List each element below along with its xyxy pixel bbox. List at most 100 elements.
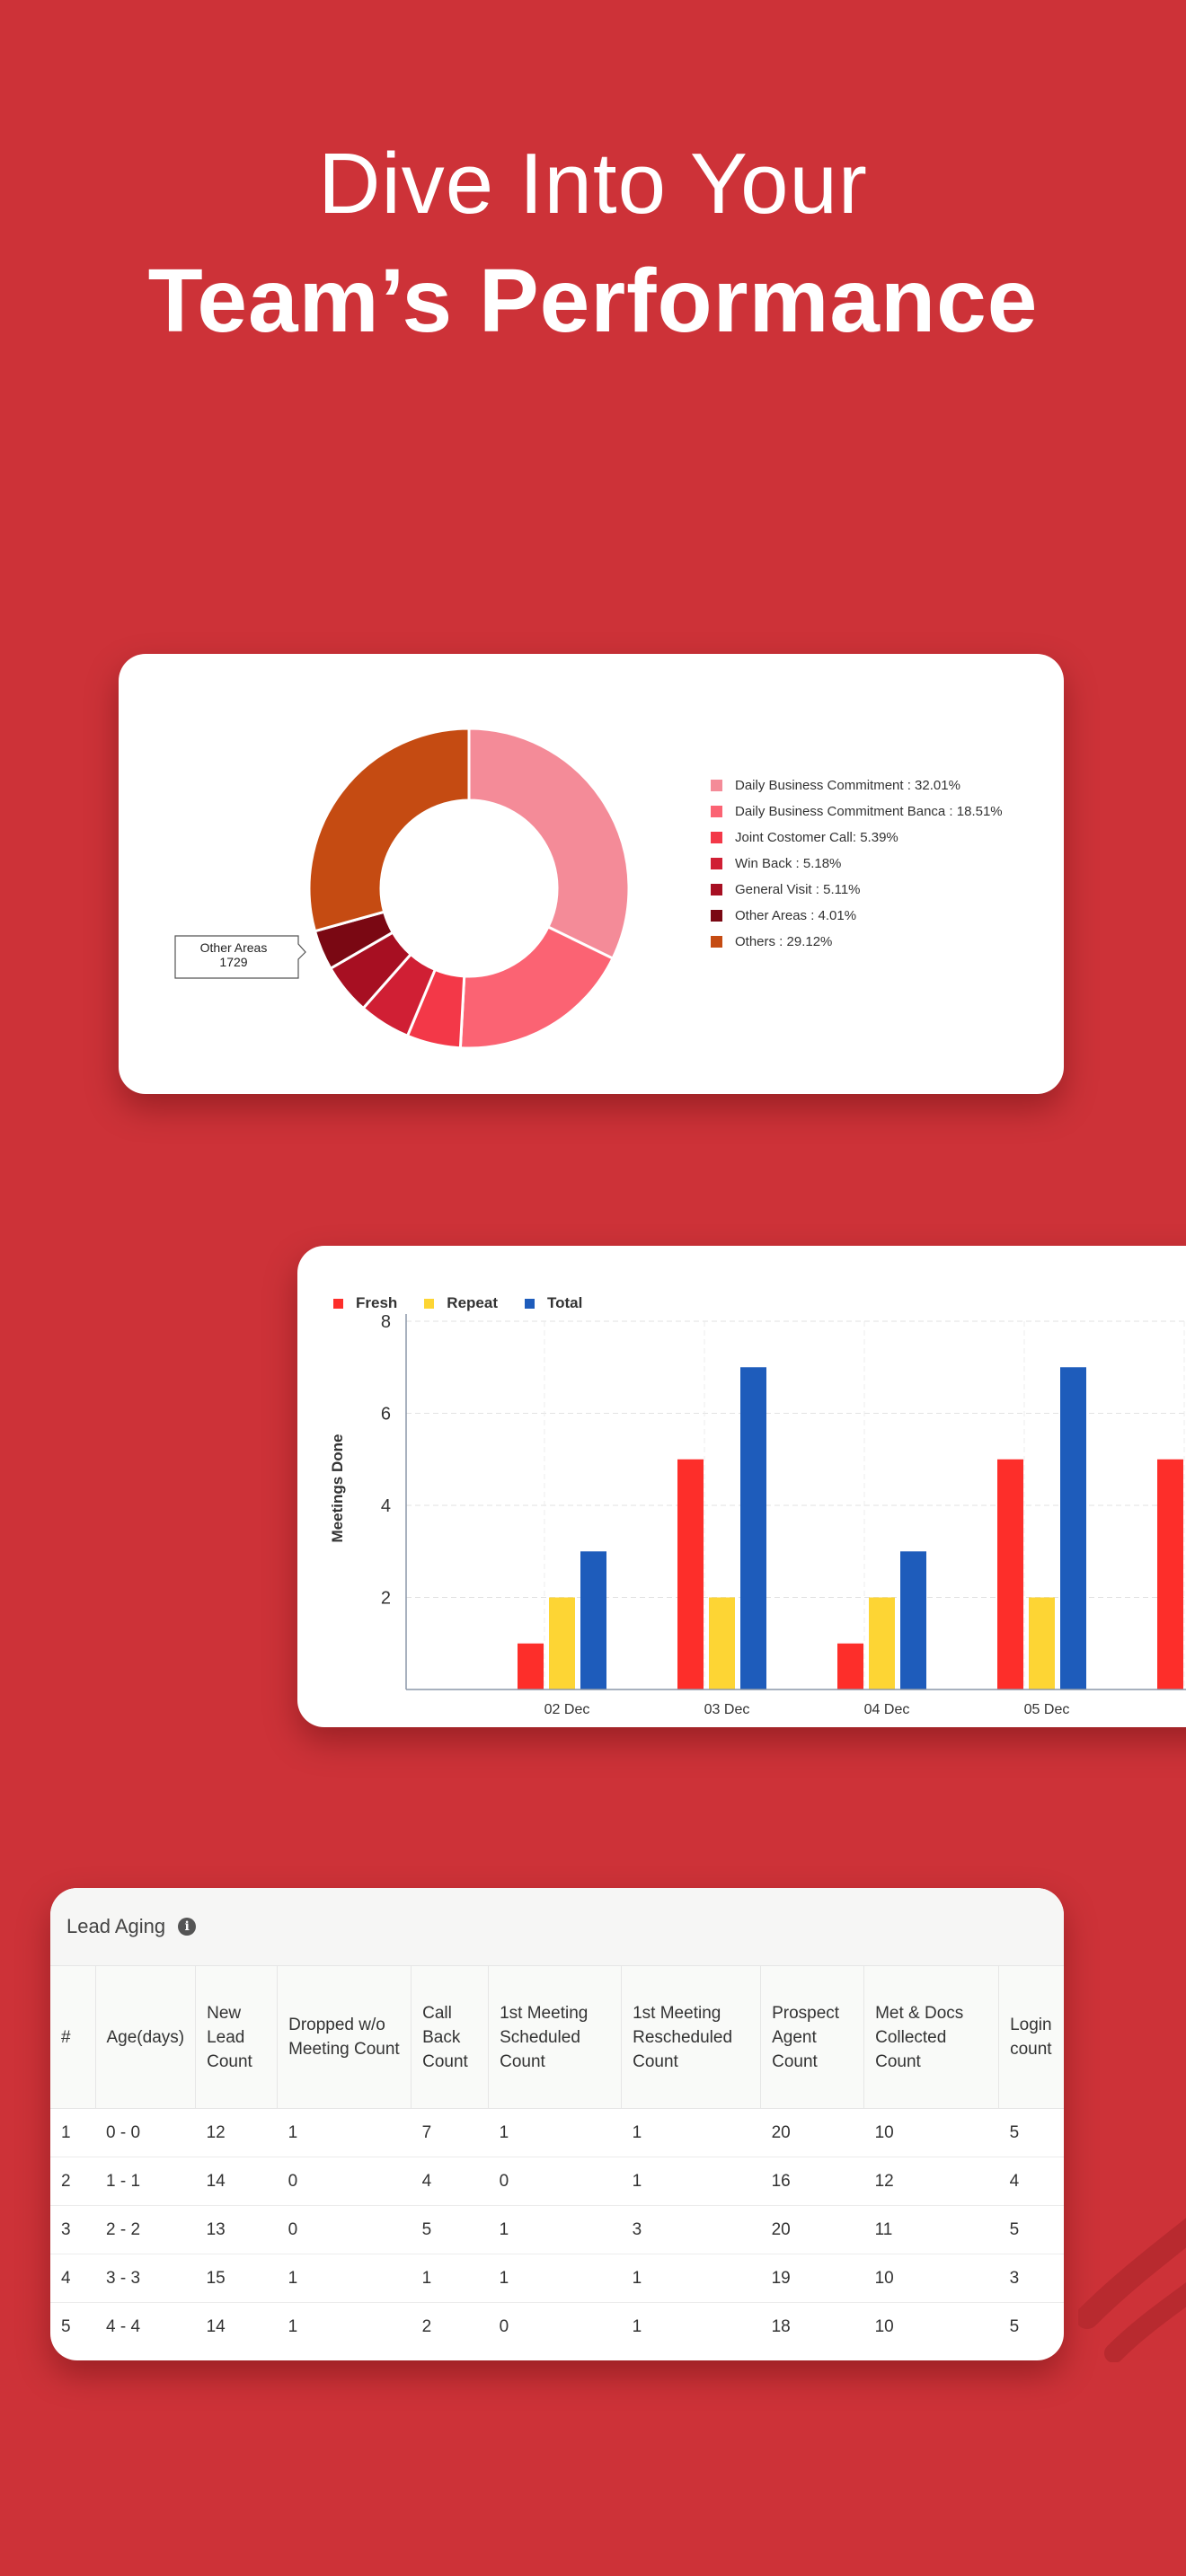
bar-legend: Fresh Repeat Total	[333, 1294, 582, 1312]
table-cell: 3	[50, 2205, 95, 2254]
legend-label: Win Back : 5.18%	[735, 856, 842, 871]
donut-legend-item[interactable]: Joint Costomer Call: 5.39%	[711, 830, 898, 845]
donut-callout: Other Areas 1729	[174, 935, 306, 979]
column-header[interactable]: Login count	[998, 1966, 1064, 2109]
table-cell: 1	[621, 2157, 761, 2206]
table-cell: 2	[50, 2157, 95, 2206]
donut-legend-item[interactable]: Win Back : 5.18%	[711, 856, 841, 871]
y-tick-label: 6	[381, 1405, 391, 1425]
column-header[interactable]: New Lead Count	[195, 1966, 279, 2109]
info-icon[interactable]: i	[178, 1918, 197, 1936]
table-cell: 3	[621, 2205, 761, 2254]
column-header[interactable]: Dropped w/o Meeting Count	[277, 1966, 412, 2109]
table-row[interactable]: 5 4 - 4 14 1 2 0 1 18 10 5	[50, 2303, 1064, 2351]
column-header[interactable]: Prospect Agent Count	[760, 1966, 865, 2109]
total-swatch	[524, 1299, 535, 1310]
bar-repeat[interactable]	[549, 1597, 575, 1690]
table-cell: 20	[760, 2205, 864, 2254]
table-cell: 0 - 0	[95, 2108, 196, 2157]
table-cell: 3	[998, 2254, 1064, 2303]
legend-swatch	[711, 884, 722, 895]
table-cell: 4	[998, 2157, 1064, 2206]
table-cell: 3 - 3	[95, 2254, 196, 2303]
x-tick-label: 05 Dec	[1024, 1702, 1070, 1717]
table-cell: 2 - 2	[95, 2205, 196, 2254]
legend-label: Others : 29.12%	[735, 934, 833, 949]
column-header[interactable]: Met & Docs Collected Count	[863, 1966, 1000, 2109]
legend-swatch	[711, 806, 722, 817]
table-cell: 0	[499, 2316, 509, 2336]
donut-chart: Other Areas 1729	[174, 727, 631, 1050]
table-cell: 12	[863, 2157, 999, 2206]
donut-slice-7[interactable]	[307, 727, 471, 933]
table-cell: 1	[277, 2254, 412, 2303]
y-axis-label: Meetings Done	[329, 1434, 346, 1543]
legend-fresh[interactable]: Fresh	[333, 1294, 397, 1312]
bar-fresh[interactable]	[518, 1643, 544, 1689]
table-cell: 5	[998, 2205, 1064, 2254]
column-header[interactable]: Call Back Count	[411, 1966, 490, 2109]
table-cell: 15	[195, 2254, 278, 2303]
table-cell: 0	[488, 2157, 622, 2206]
column-header[interactable]: 1st Meeting Scheduled Count	[488, 1966, 623, 2109]
bar-fresh[interactable]	[997, 1459, 1023, 1689]
activity-donut-card: Other Areas 1729 Daily Business Commitme…	[119, 654, 1064, 1094]
legend-label: Other Areas : 4.01%	[735, 908, 857, 923]
column-header[interactable]: Age(days)	[95, 1966, 197, 2109]
meetings-bar-card: Fresh Repeat Total 2 4 6 8 02 Dec 03 Dec 04 De…	[297, 1246, 1186, 1727]
legend-swatch	[711, 858, 722, 869]
table-cell: 10	[863, 2108, 999, 2157]
table-cell: 1	[277, 2108, 412, 2157]
donut-slice-1[interactable]	[467, 727, 631, 961]
table-cell: 1	[411, 2254, 489, 2303]
donut-legend-item[interactable]: General Visit : 5.11%	[711, 882, 861, 897]
table-cell: 5	[61, 2316, 71, 2336]
bar-repeat[interactable]	[1029, 1597, 1055, 1690]
legend-repeat[interactable]: Repeat	[424, 1294, 498, 1312]
table-cell: 5	[1009, 2316, 1020, 2336]
table-cell: 19	[760, 2254, 864, 2303]
bar-repeat[interactable]	[709, 1597, 735, 1690]
donut-slice-2[interactable]	[458, 924, 615, 1050]
legend-total[interactable]: Total	[524, 1294, 582, 1312]
bar-fresh[interactable]	[1157, 1459, 1183, 1689]
donut-legend-item[interactable]: Daily Business Commitment : 32.01%	[711, 778, 960, 793]
bar-total[interactable]	[580, 1551, 606, 1689]
table-cell: 14	[206, 2316, 226, 2336]
table-cell: 1	[632, 2316, 642, 2336]
callout-value: 1729	[219, 955, 247, 969]
legend-repeat-label: Repeat	[447, 1294, 498, 1311]
table-cell: 11	[863, 2205, 999, 2254]
headline-line-1: Dive Into Your	[318, 136, 868, 232]
donut-legend-item[interactable]: Others : 29.12%	[711, 934, 832, 949]
bar-fresh[interactable]	[677, 1459, 704, 1689]
table-cell: 4 - 4	[106, 2316, 141, 2336]
x-tick-label: 02 Dec	[544, 1702, 590, 1717]
legend-swatch	[711, 780, 722, 791]
column-header[interactable]: #	[50, 1966, 96, 2109]
table-cell: 4	[50, 2254, 95, 2303]
donut-legend-item[interactable]: Other Areas : 4.01%	[711, 908, 856, 923]
table-cell: 16	[760, 2157, 864, 2206]
table-cell: 10	[874, 2316, 894, 2336]
bar-fresh[interactable]	[837, 1643, 863, 1689]
lead-aging-header: Lead Aging i	[50, 1888, 1064, 1966]
bar-repeat[interactable]	[869, 1597, 895, 1690]
legend-fresh-label: Fresh	[356, 1294, 398, 1311]
lead-aging-table: # Age(days) New Lead Count Dropped w/o Meet…	[50, 1966, 1064, 2351]
bar-total[interactable]	[740, 1367, 766, 1689]
column-header[interactable]: 1st Meeting Rescheduled Count	[621, 1966, 762, 2109]
table-cell: 7	[411, 2108, 489, 2157]
y-tick-label: 2	[381, 1589, 391, 1609]
donut-legend-item[interactable]: Daily Business Commitment Banca : 18.51%	[711, 804, 1003, 819]
bar-total[interactable]	[900, 1551, 926, 1689]
decorative-swoosh	[1078, 2218, 1186, 2362]
bar-total[interactable]	[1060, 1367, 1086, 1689]
table-cell: 20	[760, 2108, 864, 2157]
table-cell: 1	[488, 2205, 622, 2254]
